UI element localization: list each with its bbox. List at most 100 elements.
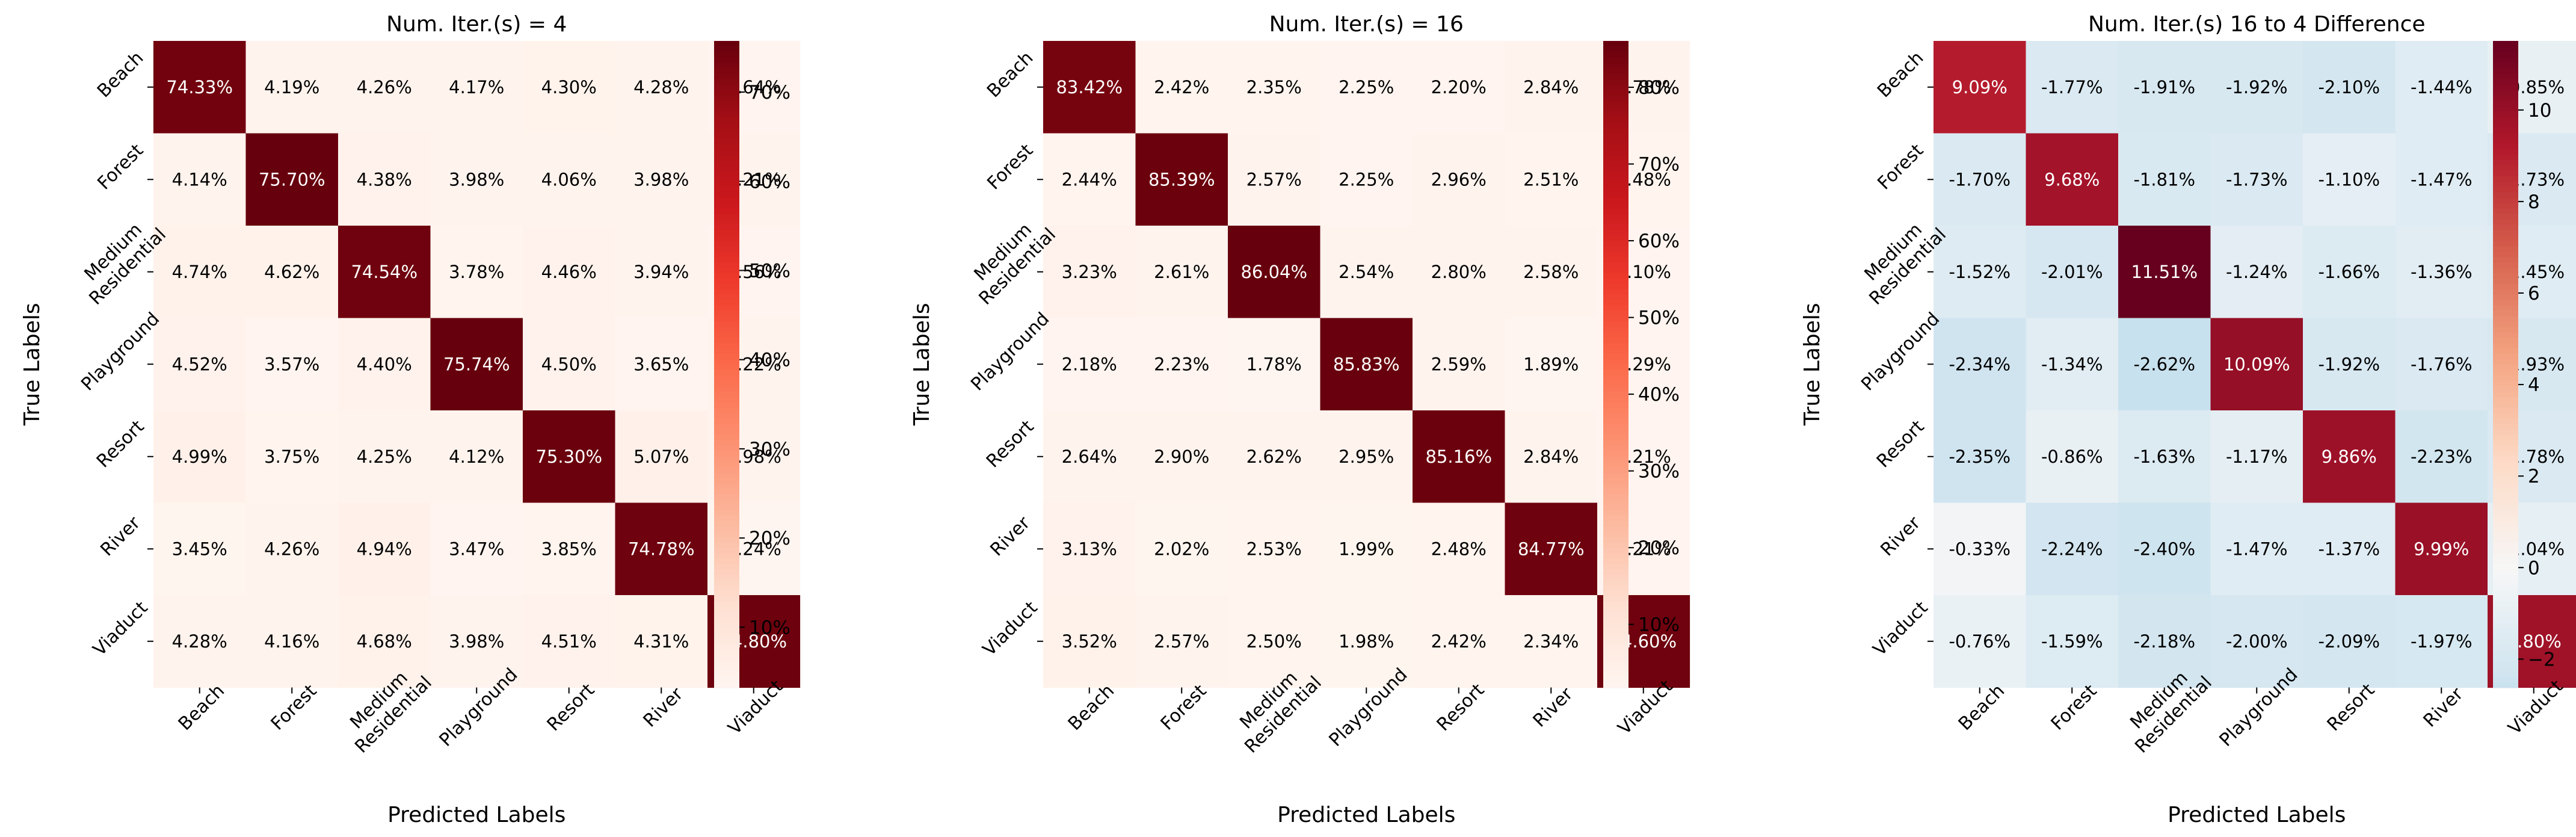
colorbar-segment xyxy=(1603,262,1628,268)
heatmap-cell xyxy=(2026,226,2119,319)
heatmap-cell xyxy=(2118,41,2211,134)
cell-label: 84.77% xyxy=(1518,539,1585,559)
heatmap-cell xyxy=(523,226,616,319)
x-axis-label: Predicted Labels xyxy=(2168,803,2346,827)
colorbar-segment xyxy=(714,186,739,193)
colorbar-segment xyxy=(2493,359,2518,365)
colorbar-segment xyxy=(714,197,739,203)
heatmap-cell xyxy=(1228,502,1321,596)
heatmap-cell xyxy=(2118,133,2211,226)
colorbar-segment xyxy=(2493,332,2518,338)
colorbar-segment xyxy=(714,558,739,564)
heatmap-cell xyxy=(1135,595,1228,688)
cell-label: -1.97% xyxy=(2411,631,2473,652)
colorbar: 10% 20% 30% 40% 50% 60% 70% 80% xyxy=(1603,41,1680,688)
x-axis-label: Predicted Labels xyxy=(387,803,565,827)
colorbar-segment xyxy=(2493,89,2518,96)
colorbar-segment xyxy=(1603,41,1628,47)
chart-title: Num. Iter.(s) = 4 xyxy=(386,12,567,37)
cell-label: 10.09% xyxy=(2223,354,2290,374)
x-tick-label: Beach xyxy=(1064,681,1118,735)
cell-label: -1.44% xyxy=(2411,77,2473,97)
colorbar-segment xyxy=(2493,73,2518,79)
heatmap-cell xyxy=(245,318,339,411)
colorbar-segment xyxy=(1603,655,1628,661)
colorbar-segment xyxy=(714,67,739,74)
colorbar-segment xyxy=(2493,574,2518,581)
cell-label: 3.78% xyxy=(449,262,504,282)
colorbar-segment xyxy=(2493,439,2518,446)
colorbar-segment xyxy=(2493,499,2518,505)
colorbar-segment xyxy=(2493,337,2518,344)
heatmap-cell xyxy=(1505,41,1598,134)
colorbar-segment xyxy=(1603,676,1628,683)
cell-label: -1.17% xyxy=(2226,446,2288,467)
heatmap-cell xyxy=(1228,595,1321,688)
cell-label: 4.06% xyxy=(541,169,597,190)
heatmap-cell xyxy=(2210,595,2303,688)
cell-label: 9.09% xyxy=(1952,77,2007,97)
colorbar-segment xyxy=(2493,213,2518,220)
cell-label: 2.57% xyxy=(1154,631,1209,652)
heatmap-cell xyxy=(523,410,616,504)
cell-label: 3.57% xyxy=(264,354,319,374)
cell-label: 4.16% xyxy=(264,631,319,652)
colorbar-segment xyxy=(714,359,739,365)
cell-label: 4.26% xyxy=(264,539,319,559)
heatmap-cell xyxy=(615,595,708,688)
colorbar-segment xyxy=(1603,628,1628,634)
colorbar-segment xyxy=(714,477,739,484)
colorbar-segment xyxy=(1603,213,1628,220)
cell-label: 2.59% xyxy=(1431,354,1487,374)
colorbar-segment xyxy=(1603,536,1628,543)
cell-label: 4.99% xyxy=(172,446,227,467)
cell-label: -2.24% xyxy=(2041,539,2103,559)
heatmap-cell xyxy=(2118,502,2211,596)
x-tick-label: River xyxy=(639,683,688,731)
colorbar-segment xyxy=(1603,574,1628,581)
heatmap-cell xyxy=(430,41,523,134)
colorbar-segment xyxy=(714,590,739,597)
colorbar: 10% 20% 30% 40% 50% 60% 70% xyxy=(714,41,790,688)
colorbar-segment xyxy=(714,321,739,327)
colorbar-segment xyxy=(1603,477,1628,484)
y-tick-label: Resort xyxy=(93,416,149,472)
cell-label: 3.52% xyxy=(1062,631,1117,652)
heatmap-cell xyxy=(2303,595,2396,688)
x-tick-label: River xyxy=(2420,683,2468,731)
colorbar-segment xyxy=(2493,418,2518,424)
colorbar-segment xyxy=(1603,218,1628,225)
y-tick-label: Beach xyxy=(983,48,1037,102)
heatmap-cell xyxy=(338,226,431,319)
colorbar-segment xyxy=(2493,585,2518,591)
colorbar-segment xyxy=(2493,590,2518,597)
cell-label: 2.18% xyxy=(1062,354,1117,374)
colorbar-segment xyxy=(2493,612,2518,618)
heatmap-cell xyxy=(245,595,339,688)
colorbar-segment xyxy=(1603,170,1628,176)
cell-label: 75.70% xyxy=(259,169,325,190)
heatmap-cell xyxy=(523,133,616,226)
heatmap-cell xyxy=(523,41,616,134)
heatmap-cell xyxy=(1413,226,1506,319)
colorbar-segment xyxy=(1603,57,1628,63)
colorbar-segment xyxy=(1603,127,1628,134)
colorbar-segment xyxy=(2493,542,2518,548)
cell-label: 2.62% xyxy=(1246,446,1302,467)
heatmap-cell xyxy=(2395,226,2488,319)
colorbar-segment xyxy=(714,273,739,279)
cell-label: 3.13% xyxy=(1062,539,1117,559)
heatmap-cell xyxy=(1413,41,1506,134)
colorbar-segment xyxy=(714,337,739,344)
cell-label: 2.23% xyxy=(1154,354,1209,374)
colorbar-segment xyxy=(2493,638,2518,645)
heatmap-cell xyxy=(153,226,247,319)
colorbar-segment xyxy=(1603,423,1628,430)
colorbar-segment xyxy=(2493,67,2518,74)
colorbar-segment xyxy=(1603,149,1628,155)
heatmap-cell xyxy=(615,133,708,226)
colorbar-tick-label: 80% xyxy=(1638,77,1680,99)
colorbar-segment xyxy=(2493,159,2518,165)
cell-label: 2.25% xyxy=(1339,77,1394,97)
colorbar-segment xyxy=(1603,445,1628,451)
